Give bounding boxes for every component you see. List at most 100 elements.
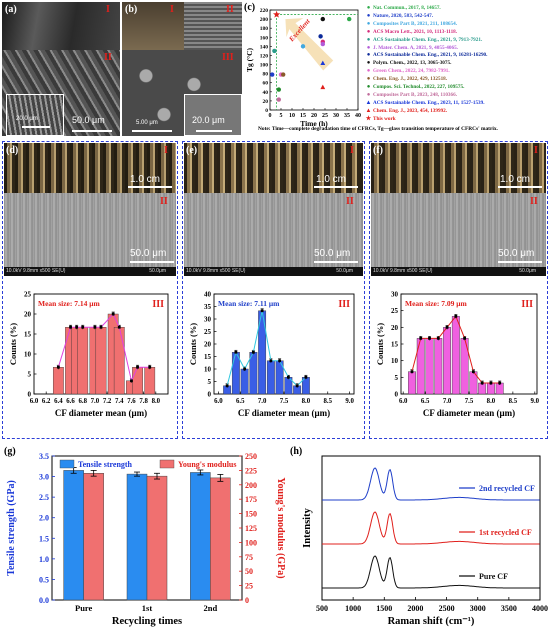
f-point (410, 370, 414, 374)
h-legend-label: Pure CF (479, 572, 508, 581)
c-plot-frame (269, 9, 359, 111)
panel-b-mesh-photo (184, 2, 242, 50)
panel-f-label: (f) (373, 145, 383, 156)
g-y2tick-label: 250 (245, 452, 257, 461)
c-ytick-label: 160 (260, 35, 269, 41)
h-xtick-label: 2000 (407, 604, 423, 613)
panel-b-sample-photo (122, 2, 184, 50)
c-legend-item: ● Nature, 2020, 583, 542-547. (364, 12, 433, 20)
panel-d-sem-strip-text: 10.0kV 9.8mm x500 SE(U) (6, 268, 66, 274)
d-roman-III: III (152, 299, 164, 310)
e-bar (231, 352, 240, 395)
g-bar-1 (83, 473, 104, 601)
h-xtick-label: 4000 (532, 604, 548, 613)
d-xtick-label: 6.8 (78, 398, 87, 405)
panel-f-cm-scalebar (498, 186, 542, 188)
d-xtick-label: 6.0 (30, 398, 39, 405)
panel-f-roman-II: II (530, 196, 538, 207)
g-bar-0 (126, 473, 148, 601)
c-legend-marker: ● (366, 52, 371, 59)
h-series-2 (322, 555, 540, 589)
d-point (117, 325, 121, 329)
h-series-1 (322, 511, 540, 545)
c-legend-item: ▲ ACS Sustainable Chem. Eng., 2023, 11, 1… (364, 99, 485, 107)
h-xtick-label: 3000 (470, 604, 486, 613)
d-bar (132, 366, 143, 395)
f-ytick-label: 15 (391, 341, 399, 349)
d-bar (77, 327, 89, 395)
c-legend-text: Compos. Sci. Technol., 2022, 227, 109575… (373, 84, 465, 90)
g-y2label: Young's modulus (GPa) (275, 477, 285, 578)
panel-e-sem-scalebar (314, 261, 358, 263)
f-xtick-label: 8.0 (487, 398, 496, 405)
panel-a-roman-I: I (106, 4, 110, 15)
panel-e-sem (184, 193, 363, 267)
panel-a-roman-II: II (104, 52, 112, 63)
e-point (251, 350, 255, 354)
d-ytick-label: 15 (24, 331, 32, 339)
d-point (75, 325, 79, 329)
c-legend-marker: ● (366, 20, 371, 27)
g-ytick-label: 0.5 (39, 575, 49, 584)
e-ytick-label: 30 (204, 316, 212, 324)
c-legend-text: This work (373, 115, 396, 122)
panel-e-cm-scalebar (314, 186, 358, 188)
f-ytick-label: 25 (391, 307, 399, 315)
c-ytick-label: 140 (260, 44, 269, 50)
panel-f-cm-scale-label: 1.0 cm (500, 174, 531, 185)
e-ytick-label: 5 (208, 378, 212, 386)
c-ytick-label: 20 (263, 99, 269, 105)
c-ytick-label: 80 (263, 72, 269, 78)
h-xtick-label: 1500 (376, 604, 392, 613)
c-xtick-label: 5 (280, 113, 283, 119)
h-panel-label: (h) (290, 446, 302, 457)
f-point (471, 370, 475, 374)
c-xtick-label: 15 (300, 113, 306, 119)
g-y2tick-label: 25 (245, 582, 253, 591)
f-ytick-label: 20 (391, 324, 399, 332)
f-xtick-label: 6.0 (399, 398, 408, 405)
c-xtick-label: 40 (355, 113, 361, 119)
c-point-8 (272, 48, 277, 54)
f-point (463, 336, 467, 340)
e-ytick-label: 35 (204, 303, 212, 311)
g-y2tick-label: 175 (245, 495, 257, 504)
panel-d-sem-strip: 10.0kV 9.8mm x500 SE(U) 50.0μm (4, 267, 176, 276)
c-legend-text: J. Mater. Chem. A, 2021, 9, 4055-4065. (373, 44, 458, 51)
c-legend-marker: ● (366, 68, 371, 75)
c-legend-marker: ▲ (365, 99, 372, 106)
f-ytick-label: 10 (391, 357, 399, 365)
g-ytick-label: 0.0 (39, 596, 49, 605)
e-roman-III: III (338, 299, 350, 310)
d-xtick-label: 7.4 (115, 398, 124, 405)
d-xtick-label: 6.4 (54, 398, 63, 405)
d-bar (52, 366, 64, 395)
f-bar (451, 316, 460, 395)
e-point (243, 367, 247, 371)
panel-g-chart: (g) 0.0 0.5 1.0 1.5 2.0 2.5 3.0 3.5 0 25 50 75 100 125… (4, 446, 285, 627)
d-xtick-label: 8.0 (152, 398, 161, 405)
g-y2tick-label: 50 (245, 567, 253, 576)
d-point (93, 325, 97, 329)
e-bar (240, 368, 249, 395)
c-legend-text: ACS Sustainable Chem. Eng., 2023, 11, 15… (373, 99, 485, 106)
panel-b-inset-scalebar (196, 130, 232, 132)
c-xtick-label: 0 (269, 113, 272, 119)
c-legend-item: ● Composites Part B, 2023, 248, 110366. (364, 91, 457, 99)
c-legend-marker: ● (366, 28, 371, 35)
g-xlabel: Recycling times (112, 616, 182, 627)
panel-e-fabric-photo (184, 143, 363, 193)
e-xtick-label: 7.0 (258, 398, 267, 405)
panel-a-inset (6, 94, 64, 136)
c-ylabel: Tg (°C) (245, 47, 254, 72)
panel-a-image: (a) I II 20.0 μm 50.0 μm (2, 2, 120, 136)
panel-f-chart: 0 5 10 15 20 25 30 6.0 6.5 7.0 7.5 8.0 8.5 9.0 CF diam… (375, 291, 540, 419)
e-xtick-label: 6.5 (236, 398, 245, 405)
e-point (304, 375, 308, 379)
panel-a-fiber-photo (2, 2, 120, 50)
c-legend-item: ● Green Chem., 2022, 24, 7982-7991. (364, 67, 450, 75)
c-legend-marker: ● (366, 84, 371, 90)
c-legend-text: Green Chem., 2022, 24, 7982-7991. (373, 68, 450, 75)
f-point (445, 325, 449, 329)
h-ylabel: Intensity (302, 507, 313, 547)
